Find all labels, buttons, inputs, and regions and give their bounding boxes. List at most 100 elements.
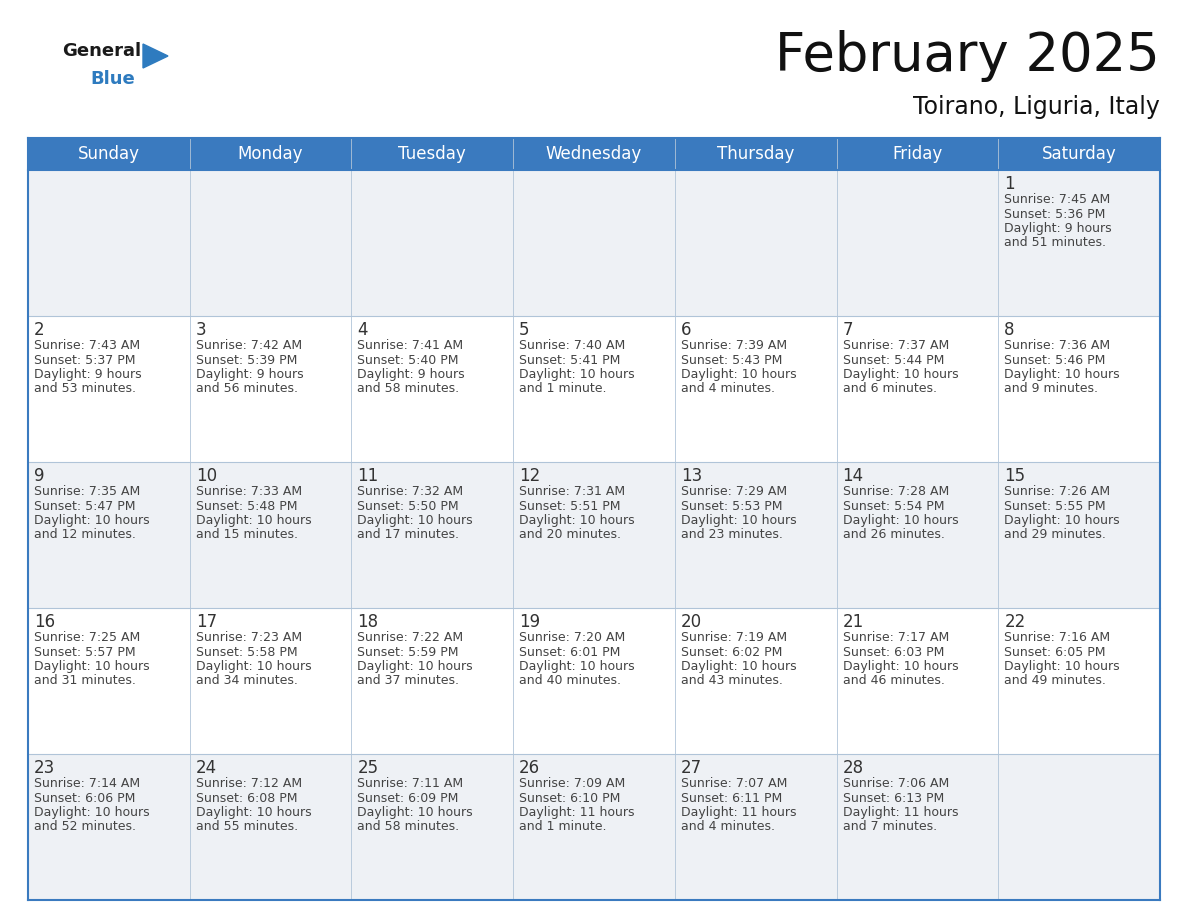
Text: and 46 minutes.: and 46 minutes. xyxy=(842,675,944,688)
Text: 6: 6 xyxy=(681,321,691,339)
Text: Saturday: Saturday xyxy=(1042,145,1117,163)
Text: Sunrise: 7:20 AM: Sunrise: 7:20 AM xyxy=(519,631,625,644)
Text: and 34 minutes.: and 34 minutes. xyxy=(196,675,297,688)
Text: Sunset: 6:09 PM: Sunset: 6:09 PM xyxy=(358,791,459,804)
Text: Sunset: 5:53 PM: Sunset: 5:53 PM xyxy=(681,499,783,512)
Text: Monday: Monday xyxy=(238,145,303,163)
Text: 21: 21 xyxy=(842,613,864,631)
Text: 27: 27 xyxy=(681,759,702,777)
Text: 11: 11 xyxy=(358,467,379,485)
Text: Sunrise: 7:26 AM: Sunrise: 7:26 AM xyxy=(1004,485,1111,498)
Text: 7: 7 xyxy=(842,321,853,339)
Text: Sunrise: 7:11 AM: Sunrise: 7:11 AM xyxy=(358,777,463,790)
Text: Tuesday: Tuesday xyxy=(398,145,466,163)
Text: Sunrise: 7:31 AM: Sunrise: 7:31 AM xyxy=(519,485,625,498)
Text: and 23 minutes.: and 23 minutes. xyxy=(681,529,783,542)
Text: Sunset: 5:36 PM: Sunset: 5:36 PM xyxy=(1004,207,1106,220)
Text: Sunset: 5:54 PM: Sunset: 5:54 PM xyxy=(842,499,944,512)
Text: Sunrise: 7:36 AM: Sunrise: 7:36 AM xyxy=(1004,339,1111,352)
Text: Friday: Friday xyxy=(892,145,942,163)
Text: 8: 8 xyxy=(1004,321,1015,339)
Text: 9: 9 xyxy=(34,467,44,485)
Bar xyxy=(29,316,1159,462)
Text: and 12 minutes.: and 12 minutes. xyxy=(34,529,135,542)
Text: Sunset: 6:02 PM: Sunset: 6:02 PM xyxy=(681,645,782,658)
Text: Wednesday: Wednesday xyxy=(545,145,643,163)
Text: Daylight: 11 hours: Daylight: 11 hours xyxy=(681,806,796,819)
Text: 25: 25 xyxy=(358,759,379,777)
Bar xyxy=(29,138,1159,170)
Text: Sunset: 5:50 PM: Sunset: 5:50 PM xyxy=(358,499,459,512)
Text: Daylight: 10 hours: Daylight: 10 hours xyxy=(34,660,150,673)
Text: and 58 minutes.: and 58 minutes. xyxy=(358,383,460,396)
Text: Daylight: 10 hours: Daylight: 10 hours xyxy=(842,660,959,673)
Text: Sunset: 6:10 PM: Sunset: 6:10 PM xyxy=(519,791,620,804)
Bar xyxy=(29,608,1159,754)
Text: Sunrise: 7:06 AM: Sunrise: 7:06 AM xyxy=(842,777,949,790)
Bar xyxy=(29,462,1159,608)
Text: Daylight: 10 hours: Daylight: 10 hours xyxy=(358,514,473,527)
Text: 19: 19 xyxy=(519,613,541,631)
Text: and 4 minutes.: and 4 minutes. xyxy=(681,821,775,834)
Text: Daylight: 10 hours: Daylight: 10 hours xyxy=(196,660,311,673)
Text: Sunrise: 7:42 AM: Sunrise: 7:42 AM xyxy=(196,339,302,352)
Text: Daylight: 10 hours: Daylight: 10 hours xyxy=(358,806,473,819)
Text: Sunset: 5:39 PM: Sunset: 5:39 PM xyxy=(196,353,297,366)
Text: Sunrise: 7:40 AM: Sunrise: 7:40 AM xyxy=(519,339,625,352)
Text: Thursday: Thursday xyxy=(718,145,795,163)
Text: Sunrise: 7:19 AM: Sunrise: 7:19 AM xyxy=(681,631,786,644)
Text: and 6 minutes.: and 6 minutes. xyxy=(842,383,936,396)
Text: and 40 minutes.: and 40 minutes. xyxy=(519,675,621,688)
Text: Daylight: 10 hours: Daylight: 10 hours xyxy=(519,514,634,527)
Text: Daylight: 9 hours: Daylight: 9 hours xyxy=(1004,222,1112,235)
Text: Daylight: 9 hours: Daylight: 9 hours xyxy=(358,368,465,381)
Text: Daylight: 10 hours: Daylight: 10 hours xyxy=(519,368,634,381)
Text: 16: 16 xyxy=(34,613,55,631)
Text: Daylight: 10 hours: Daylight: 10 hours xyxy=(842,514,959,527)
Text: Sunset: 5:58 PM: Sunset: 5:58 PM xyxy=(196,645,297,658)
Text: Sunday: Sunday xyxy=(78,145,140,163)
Text: and 52 minutes.: and 52 minutes. xyxy=(34,821,135,834)
Text: Daylight: 10 hours: Daylight: 10 hours xyxy=(1004,514,1120,527)
Text: Sunset: 5:57 PM: Sunset: 5:57 PM xyxy=(34,645,135,658)
Text: 28: 28 xyxy=(842,759,864,777)
Text: and 37 minutes.: and 37 minutes. xyxy=(358,675,460,688)
Text: and 51 minutes.: and 51 minutes. xyxy=(1004,237,1106,250)
Text: Sunrise: 7:39 AM: Sunrise: 7:39 AM xyxy=(681,339,786,352)
Text: Sunset: 6:03 PM: Sunset: 6:03 PM xyxy=(842,645,944,658)
Text: 13: 13 xyxy=(681,467,702,485)
Text: Sunrise: 7:37 AM: Sunrise: 7:37 AM xyxy=(842,339,949,352)
Text: Daylight: 10 hours: Daylight: 10 hours xyxy=(1004,368,1120,381)
Text: and 49 minutes.: and 49 minutes. xyxy=(1004,675,1106,688)
Text: Sunset: 5:41 PM: Sunset: 5:41 PM xyxy=(519,353,620,366)
Text: Daylight: 10 hours: Daylight: 10 hours xyxy=(34,806,150,819)
Text: Blue: Blue xyxy=(90,70,134,88)
Text: Sunset: 6:06 PM: Sunset: 6:06 PM xyxy=(34,791,135,804)
Text: and 53 minutes.: and 53 minutes. xyxy=(34,383,135,396)
Text: 10: 10 xyxy=(196,467,217,485)
Text: 2: 2 xyxy=(34,321,45,339)
Text: Sunset: 5:44 PM: Sunset: 5:44 PM xyxy=(842,353,944,366)
Text: Daylight: 10 hours: Daylight: 10 hours xyxy=(842,368,959,381)
Text: Sunset: 5:59 PM: Sunset: 5:59 PM xyxy=(358,645,459,658)
Text: Sunrise: 7:35 AM: Sunrise: 7:35 AM xyxy=(34,485,140,498)
Text: Sunrise: 7:29 AM: Sunrise: 7:29 AM xyxy=(681,485,786,498)
Text: 14: 14 xyxy=(842,467,864,485)
Text: Daylight: 11 hours: Daylight: 11 hours xyxy=(842,806,958,819)
Bar xyxy=(29,754,1159,900)
Text: Daylight: 10 hours: Daylight: 10 hours xyxy=(681,368,796,381)
Text: 5: 5 xyxy=(519,321,530,339)
Text: Daylight: 10 hours: Daylight: 10 hours xyxy=(196,514,311,527)
Text: Sunset: 6:11 PM: Sunset: 6:11 PM xyxy=(681,791,782,804)
Text: Sunset: 5:43 PM: Sunset: 5:43 PM xyxy=(681,353,782,366)
Text: 24: 24 xyxy=(196,759,217,777)
Text: 12: 12 xyxy=(519,467,541,485)
Text: and 55 minutes.: and 55 minutes. xyxy=(196,821,298,834)
Text: Sunrise: 7:33 AM: Sunrise: 7:33 AM xyxy=(196,485,302,498)
Text: 3: 3 xyxy=(196,321,207,339)
Text: Daylight: 10 hours: Daylight: 10 hours xyxy=(196,806,311,819)
Text: Sunrise: 7:16 AM: Sunrise: 7:16 AM xyxy=(1004,631,1111,644)
Text: Sunset: 5:47 PM: Sunset: 5:47 PM xyxy=(34,499,135,512)
Text: and 1 minute.: and 1 minute. xyxy=(519,821,607,834)
Text: Sunrise: 7:45 AM: Sunrise: 7:45 AM xyxy=(1004,193,1111,206)
